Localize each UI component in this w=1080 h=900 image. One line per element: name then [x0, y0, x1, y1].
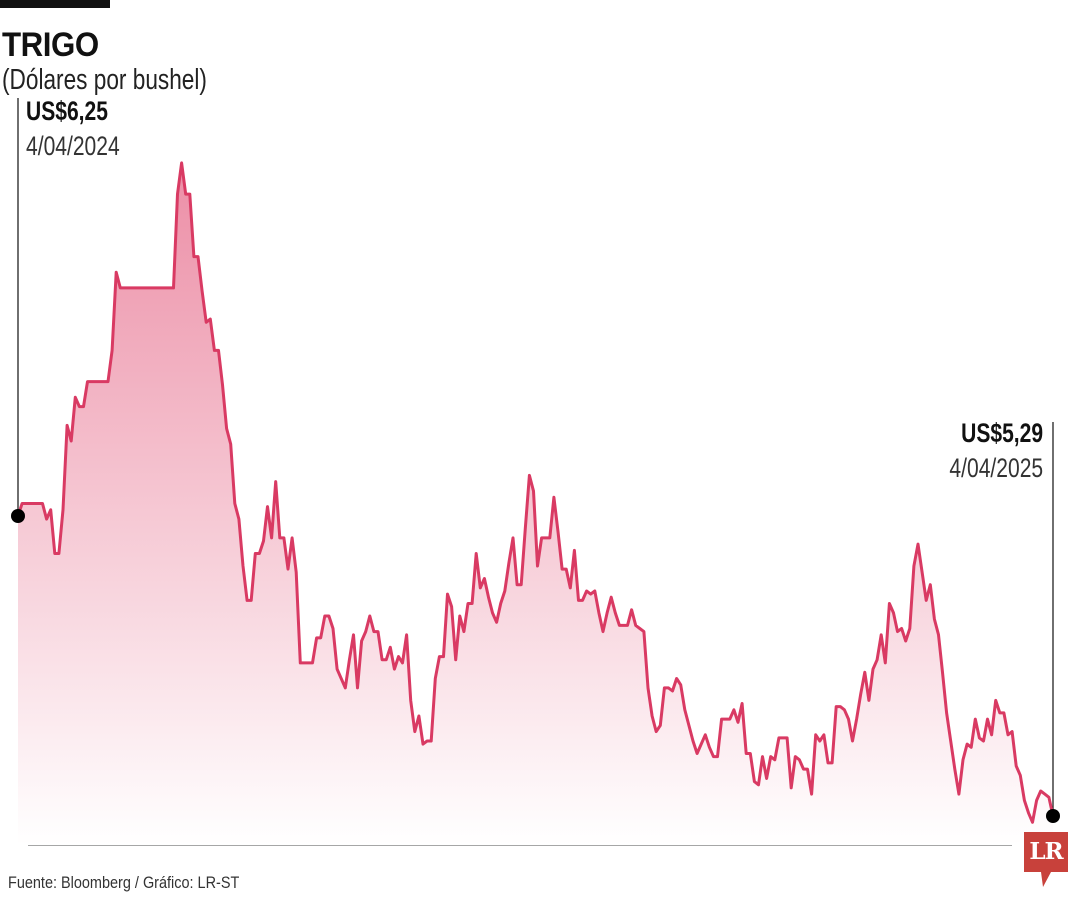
- speech-bubble-icon: [1024, 832, 1068, 887]
- lr-logo: LR: [1023, 832, 1069, 887]
- price-line: [16, 161, 1055, 824]
- end-date-label: 4/04/2025: [949, 453, 1043, 483]
- chart-title: TRIGO: [2, 26, 99, 64]
- chart-subtitle: (Dólares por bushel): [2, 64, 207, 96]
- start-value-label: US$6,25: [26, 96, 108, 126]
- header-rule: [0, 0, 110, 8]
- start-date-label: 4/04/2024: [26, 131, 120, 161]
- source-note: Fuente: Bloomberg / Gráfico: LR-ST: [8, 873, 240, 892]
- logo-text: LR: [1029, 838, 1063, 865]
- end-point-marker: [1046, 809, 1060, 823]
- price-area: [18, 162, 1053, 845]
- end-value-label: US$5,29: [961, 418, 1043, 448]
- start-point-marker: [11, 509, 25, 523]
